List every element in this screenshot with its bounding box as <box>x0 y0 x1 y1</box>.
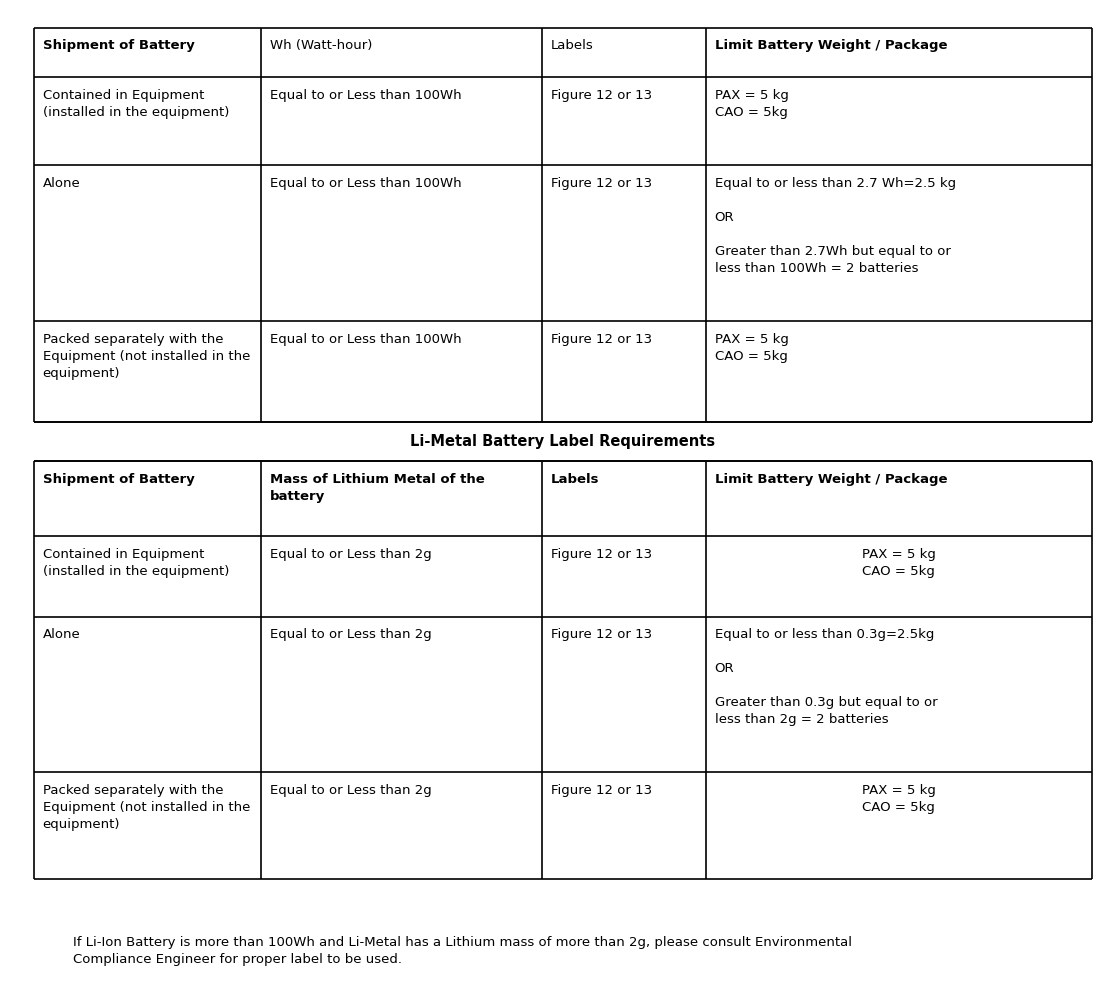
Text: Figure 12 or 13: Figure 12 or 13 <box>551 548 652 560</box>
Text: Alone: Alone <box>43 177 81 190</box>
Text: PAX = 5 kg
CAO = 5kg: PAX = 5 kg CAO = 5kg <box>862 784 936 814</box>
Text: Labels: Labels <box>551 39 594 52</box>
Text: Shipment of Battery: Shipment of Battery <box>43 473 194 486</box>
Text: PAX = 5 kg
CAO = 5kg: PAX = 5 kg CAO = 5kg <box>862 548 936 577</box>
Text: Limit Battery Weight / Package: Limit Battery Weight / Package <box>715 473 948 486</box>
Text: Limit Battery Weight / Package: Limit Battery Weight / Package <box>715 39 948 52</box>
Text: Equal to or Less than 2g: Equal to or Less than 2g <box>270 784 432 797</box>
Text: Equal to or less than 0.3g=2.5kg

OR

Greater than 0.3g but equal to or
less tha: Equal to or less than 0.3g=2.5kg OR Grea… <box>715 628 937 726</box>
Text: Contained in Equipment
(installed in the equipment): Contained in Equipment (installed in the… <box>43 89 228 118</box>
Text: Equal to or Less than 100Wh: Equal to or Less than 100Wh <box>270 177 461 190</box>
Text: Equal to or less than 2.7 Wh=2.5 kg

OR

Greater than 2.7Wh but equal to or
less: Equal to or less than 2.7 Wh=2.5 kg OR G… <box>715 177 955 275</box>
Text: Alone: Alone <box>43 628 81 641</box>
Text: Equal to or Less than 2g: Equal to or Less than 2g <box>270 628 432 641</box>
Text: PAX = 5 kg
CAO = 5kg: PAX = 5 kg CAO = 5kg <box>715 333 788 362</box>
Text: Mass of Lithium Metal of the
battery: Mass of Lithium Metal of the battery <box>270 473 485 502</box>
Text: Equal to or Less than 100Wh: Equal to or Less than 100Wh <box>270 89 461 101</box>
Text: If Li-Ion Battery is more than 100Wh and Li-Metal has a Lithium mass of more tha: If Li-Ion Battery is more than 100Wh and… <box>73 936 852 965</box>
Text: Labels: Labels <box>551 473 599 486</box>
Text: Li-Metal Battery Label Requirements: Li-Metal Battery Label Requirements <box>410 433 716 449</box>
Text: Equal to or Less than 100Wh: Equal to or Less than 100Wh <box>270 333 461 346</box>
Text: Packed separately with the
Equipment (not installed in the
equipment): Packed separately with the Equipment (no… <box>43 784 250 831</box>
Text: Shipment of Battery: Shipment of Battery <box>43 39 194 52</box>
Text: Figure 12 or 13: Figure 12 or 13 <box>551 333 652 346</box>
Text: Equal to or Less than 2g: Equal to or Less than 2g <box>270 548 432 560</box>
Text: Contained in Equipment
(installed in the equipment): Contained in Equipment (installed in the… <box>43 548 228 577</box>
Text: Figure 12 or 13: Figure 12 or 13 <box>551 784 652 797</box>
Text: PAX = 5 kg
CAO = 5kg: PAX = 5 kg CAO = 5kg <box>715 89 788 118</box>
Text: Packed separately with the
Equipment (not installed in the
equipment): Packed separately with the Equipment (no… <box>43 333 250 380</box>
Text: Wh (Watt-hour): Wh (Watt-hour) <box>270 39 373 52</box>
Text: Figure 12 or 13: Figure 12 or 13 <box>551 177 652 190</box>
Text: Figure 12 or 13: Figure 12 or 13 <box>551 89 652 101</box>
Text: Figure 12 or 13: Figure 12 or 13 <box>551 628 652 641</box>
